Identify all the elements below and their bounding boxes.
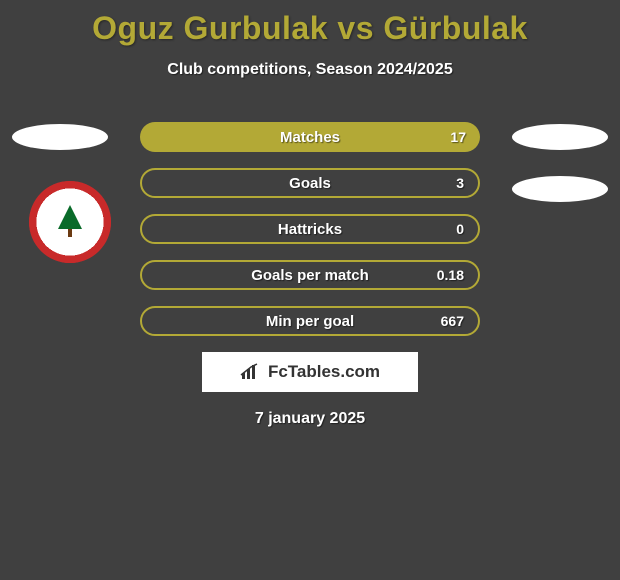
stat-value: 667 (441, 313, 464, 329)
source-logo: FcTables.com (202, 352, 418, 392)
stat-label: Goals (289, 175, 331, 192)
stat-label: Hattricks (278, 221, 342, 238)
page-title: Oguz Gurbulak vs Gürbulak (0, 0, 620, 47)
title-text: Oguz Gurbulak vs Gürbulak (92, 10, 528, 46)
stat-label: Min per goal (266, 313, 354, 330)
stat-bar-goals-per-match: Goals per match 0.18 (140, 260, 480, 290)
left-team-badge (29, 181, 111, 263)
right-player-placeholder (512, 124, 608, 150)
stat-bar-matches: Matches 17 (140, 122, 480, 152)
subtitle: Club competitions, Season 2024/2025 (0, 61, 620, 79)
stat-label: Matches (280, 129, 340, 146)
barchart-icon (240, 363, 262, 381)
left-player-placeholder (12, 124, 108, 150)
stat-value: 0 (456, 221, 464, 237)
stat-label: Goals per match (251, 267, 369, 284)
stat-bar-min-per-goal: Min per goal 667 (140, 306, 480, 336)
right-team-badge-placeholder (512, 176, 608, 202)
subtitle-text: Club competitions, Season 2024/2025 (167, 61, 452, 78)
stat-value: 3 (456, 175, 464, 191)
date-label: 7 january 2025 (140, 410, 480, 428)
stat-value: 17 (450, 129, 466, 145)
stat-value: 0.18 (437, 267, 464, 283)
tree-icon (56, 205, 84, 239)
stats-chart: Matches 17 Goals 3 Hattricks 0 Goals per… (140, 122, 480, 428)
stat-bar-hattricks: Hattricks 0 (140, 214, 480, 244)
logo-text: FcTables.com (268, 362, 380, 382)
stat-bar-goals: Goals 3 (140, 168, 480, 198)
date-text: 7 january 2025 (255, 410, 365, 427)
